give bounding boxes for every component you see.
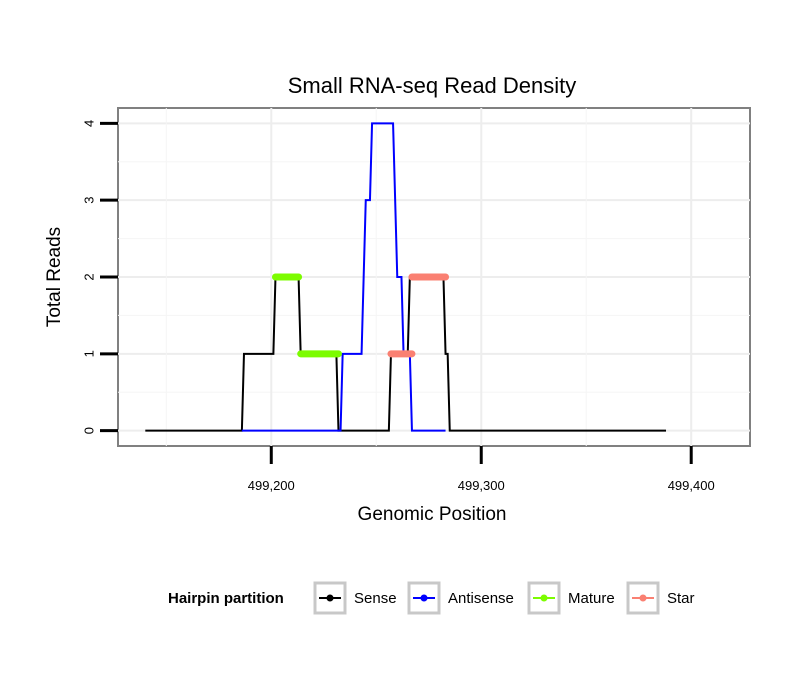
series-lines: [145, 122, 667, 432]
x-tick-label: 499,200: [248, 478, 295, 493]
y-axis: 0 1 2 3 4: [82, 120, 118, 434]
legend-item-mature: Mature: [527, 581, 615, 615]
legend-label-mature: Mature: [568, 590, 615, 607]
series-line-star: [387, 273, 450, 358]
legend-dot-antisense: [420, 594, 428, 602]
x-tick-label: 499,300: [458, 478, 505, 493]
y-tick-label: 4: [82, 120, 97, 127]
series-line-sense: [145, 276, 667, 432]
legend-item-sense: Sense: [313, 581, 397, 615]
legend-dot-star: [639, 594, 647, 602]
x-tick-label: 499,400: [668, 478, 715, 493]
legend-dot-sense: [326, 594, 334, 602]
chart-title: Small RNA-seq Read Density: [288, 73, 577, 98]
legend-item-antisense: Antisense: [407, 581, 514, 615]
y-axis-title: Total Reads: [44, 227, 65, 327]
y-tick-label: 1: [82, 350, 97, 357]
legend-title: Hairpin partition: [168, 590, 284, 607]
legend: Hairpin partition Sense Antisense Mature…: [168, 581, 695, 615]
grid-lines: [118, 108, 750, 446]
legend-label-antisense: Antisense: [448, 590, 514, 607]
legend-label-sense: Sense: [354, 590, 397, 607]
y-tick-label: 3: [82, 197, 97, 204]
legend-label-star: Star: [667, 590, 695, 607]
series-line-mature: [271, 273, 342, 358]
legend-item-star: Star: [626, 581, 695, 615]
x-axis-title: Genomic Position: [358, 504, 507, 525]
legend-dot-mature: [540, 594, 548, 602]
y-tick-label: 2: [82, 273, 97, 280]
y-tick-label: 0: [82, 427, 97, 434]
x-axis: 499,200 499,300 499,400: [248, 446, 715, 493]
